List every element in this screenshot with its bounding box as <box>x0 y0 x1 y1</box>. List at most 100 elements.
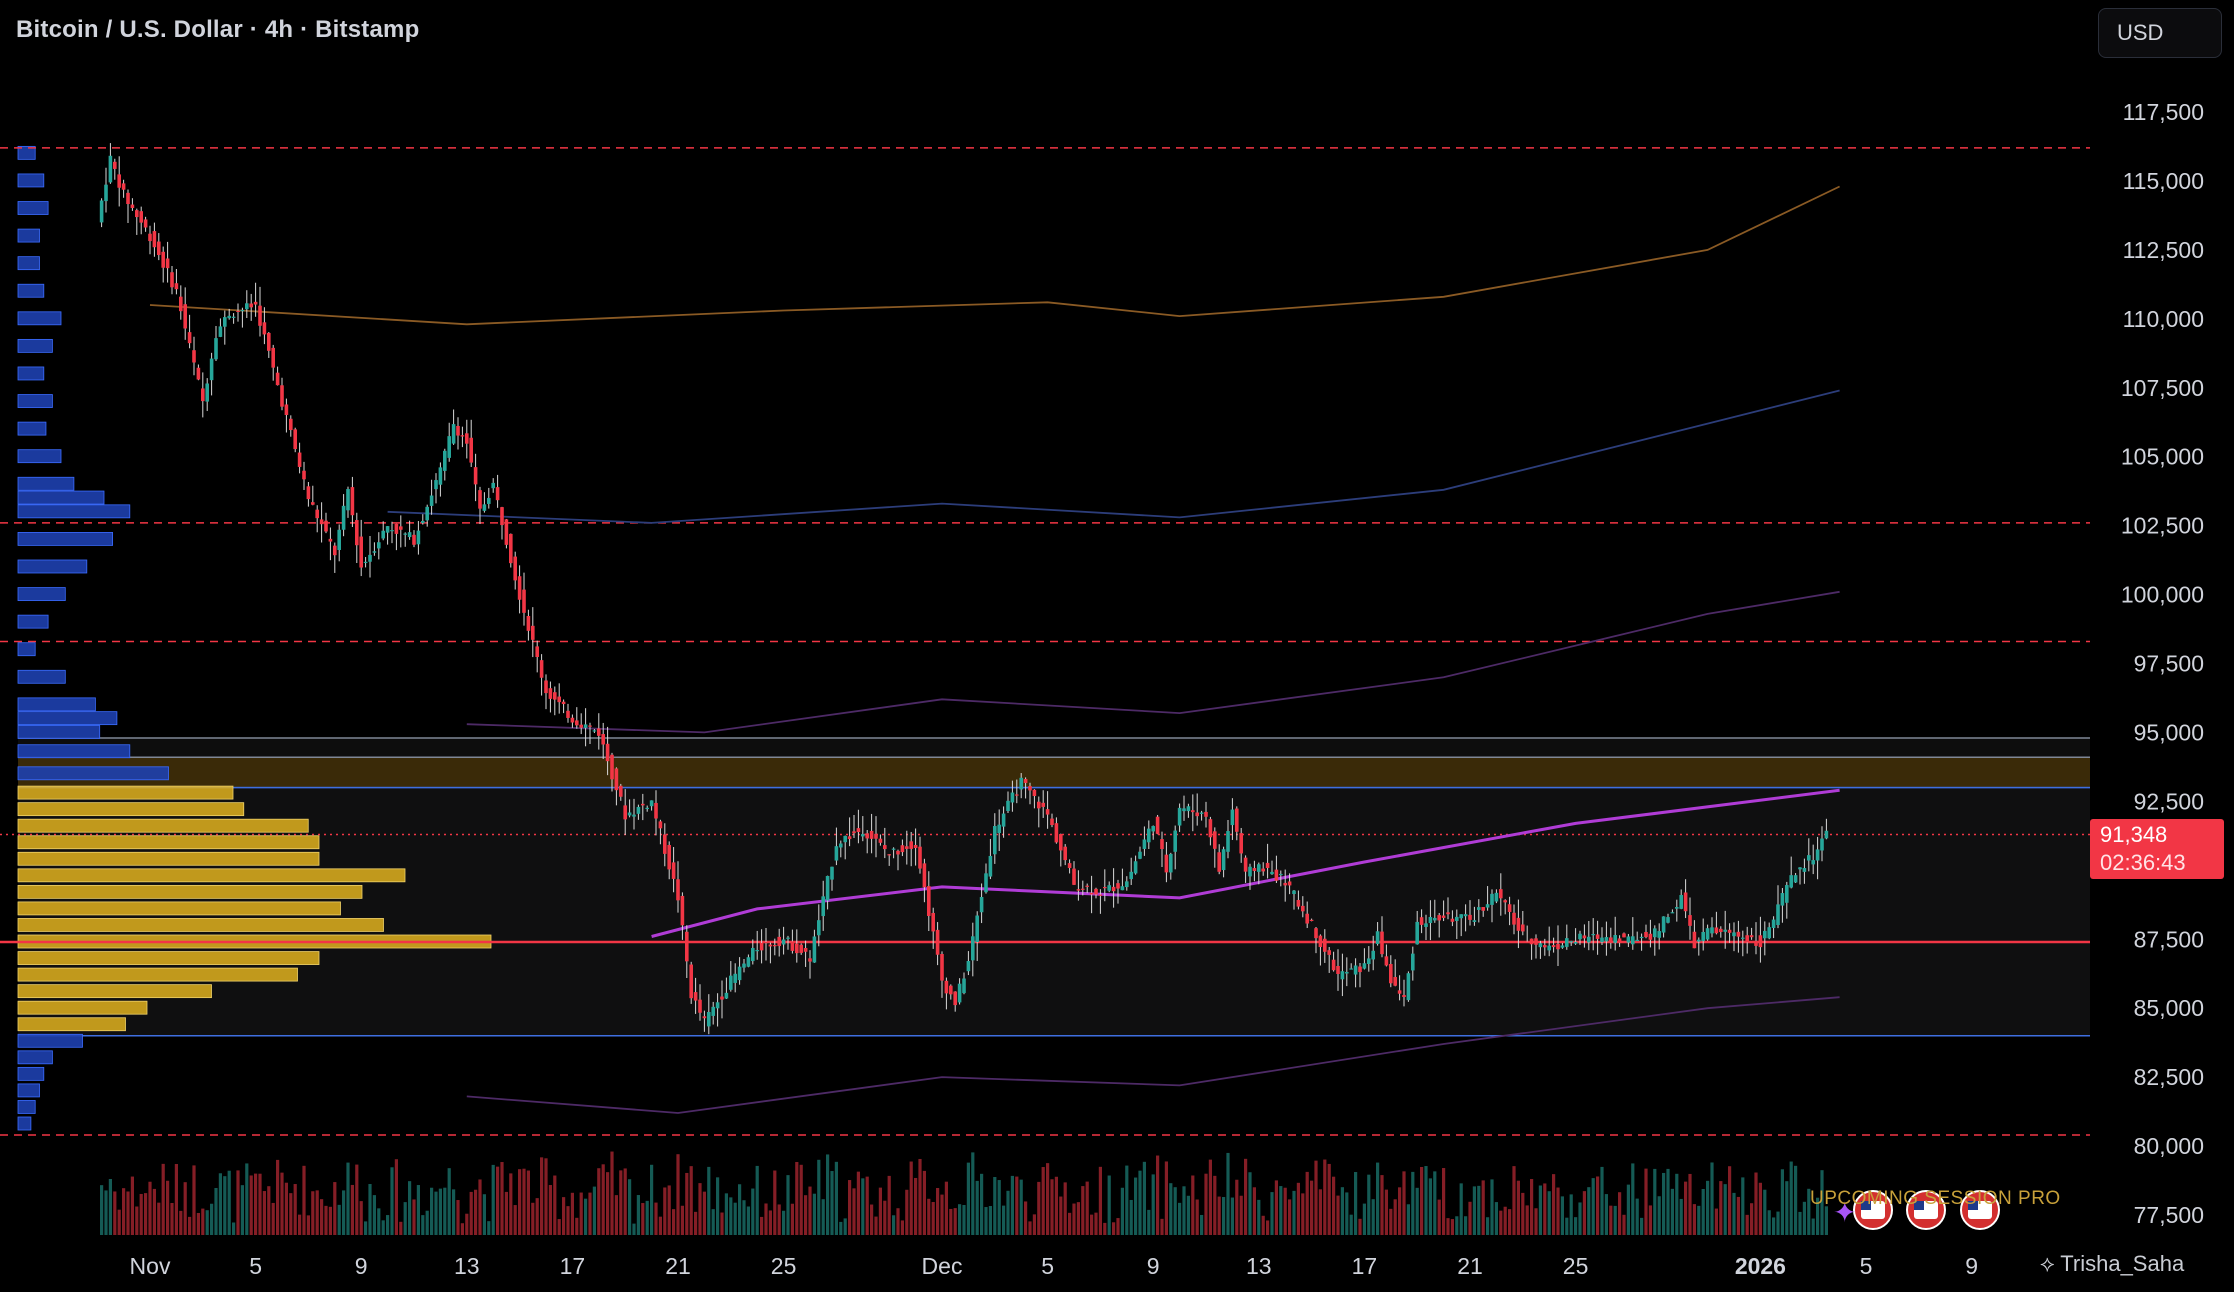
candle-up <box>1415 921 1419 945</box>
y-tick-label: 105,000 <box>2121 444 2204 470</box>
volume-bar <box>716 1177 720 1235</box>
volume-bar <box>1340 1187 1344 1235</box>
volume-bar <box>122 1188 126 1235</box>
candle-up <box>1798 867 1802 870</box>
volume-bar <box>808 1186 812 1235</box>
volume-bar <box>993 1177 997 1235</box>
volume-profile-row <box>17 1033 83 1048</box>
volume-bar <box>1208 1159 1212 1235</box>
candle-down <box>1094 888 1098 895</box>
volume-bar <box>848 1180 852 1235</box>
candle-down <box>702 1016 707 1019</box>
volume-bar <box>1063 1182 1067 1235</box>
volume-bar <box>597 1168 601 1235</box>
volume-bar <box>245 1163 249 1235</box>
candle-down <box>671 862 676 879</box>
volume-bar <box>843 1218 847 1235</box>
candle-up <box>403 533 407 535</box>
candle-down <box>1050 818 1054 826</box>
volume-bar <box>1789 1161 1793 1235</box>
volume-bar <box>188 1216 192 1235</box>
volume-profile-row <box>17 868 406 883</box>
volume-bar <box>1503 1206 1507 1235</box>
currency-button[interactable]: USD <box>2098 8 2222 58</box>
volume-bar <box>949 1208 953 1235</box>
volume-bar <box>1380 1175 1384 1235</box>
volume-bar <box>1666 1168 1670 1235</box>
candle-down <box>680 895 685 926</box>
volume-bar <box>786 1175 790 1235</box>
volume-profile-row <box>17 587 66 601</box>
volume-bar <box>1754 1172 1758 1235</box>
volume-bar <box>1486 1217 1490 1235</box>
candle-down <box>790 941 795 951</box>
band-upper-mid <box>387 389 1840 524</box>
candle-up <box>707 1012 711 1027</box>
candle-down <box>1314 928 1318 939</box>
us-flag-icon <box>1968 1201 1978 1210</box>
candle-up <box>1771 919 1776 928</box>
volume-bar <box>434 1191 438 1235</box>
candle-down <box>1318 935 1323 948</box>
candle-down <box>856 828 861 833</box>
volume-profile-row <box>17 884 363 899</box>
candle-down <box>399 526 403 530</box>
volume-profile-row <box>17 1000 148 1015</box>
candle-down <box>526 616 531 631</box>
candle-up <box>1362 963 1367 969</box>
candle-down <box>1692 931 1697 949</box>
volume-bar <box>636 1195 640 1235</box>
volume-bar <box>1622 1214 1626 1235</box>
volume-bar <box>826 1154 830 1235</box>
candle-up <box>1560 945 1565 948</box>
volume-bar <box>883 1200 887 1235</box>
volume-bar <box>1714 1208 1718 1235</box>
candle-up <box>984 873 988 893</box>
candle-down <box>1208 819 1213 838</box>
candle-up <box>1604 937 1609 942</box>
candle-up <box>1424 923 1428 927</box>
volume-bar <box>284 1182 288 1235</box>
candle-down <box>126 192 130 205</box>
candle-down <box>1059 834 1063 851</box>
volume-profile-row <box>17 421 47 436</box>
candle-down <box>1534 938 1538 945</box>
volume-bar <box>729 1197 733 1235</box>
volume-bar <box>170 1202 174 1235</box>
x-tick-label: Dec <box>922 1253 963 1279</box>
volume-profile-row <box>17 967 298 982</box>
candle-down <box>940 953 944 981</box>
volume-bar <box>144 1193 148 1235</box>
candle-down <box>944 980 949 994</box>
symbol-title[interactable]: Bitcoin / U.S. Dollar · 4h · Bitstamp <box>16 16 420 43</box>
volume-bar <box>1376 1162 1380 1235</box>
volume-bar <box>1640 1217 1644 1235</box>
candle-up <box>971 936 975 961</box>
volume-bar <box>1054 1176 1058 1235</box>
candle-down <box>1617 938 1622 943</box>
volume-bar <box>1239 1195 1243 1235</box>
candle-down <box>1582 935 1587 939</box>
volume-bar <box>513 1205 517 1235</box>
volume-bar <box>223 1176 227 1235</box>
candle-up <box>443 450 447 471</box>
candle-down <box>579 724 583 728</box>
candle-up <box>1120 886 1125 891</box>
volume-bar <box>1191 1175 1195 1235</box>
candle-up <box>1411 953 1415 971</box>
volume-bar <box>905 1189 909 1235</box>
volume-bar <box>1103 1222 1107 1235</box>
candle-down <box>196 367 201 380</box>
volume-bar <box>689 1166 693 1235</box>
x-tick-label: Nov <box>130 1253 171 1279</box>
candle-down <box>1736 931 1741 937</box>
candle-up <box>377 542 381 549</box>
volume-bar <box>1032 1214 1036 1235</box>
volume-profile-row <box>17 642 36 657</box>
volume-bar <box>1120 1187 1124 1235</box>
volume-bar <box>1068 1212 1072 1235</box>
x-tick-label: 25 <box>771 1253 797 1279</box>
candle-down <box>1191 810 1195 813</box>
